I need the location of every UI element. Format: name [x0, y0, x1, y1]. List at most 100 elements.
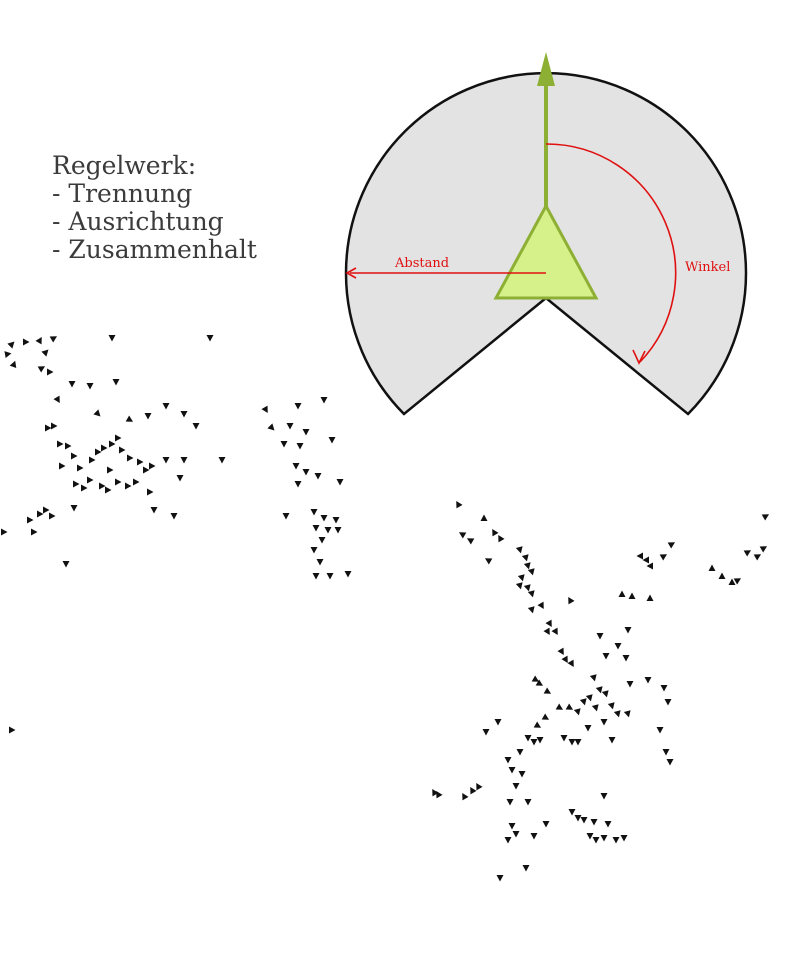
- distance-arrowhead: [345, 267, 357, 279]
- boid: [636, 552, 643, 560]
- boid: [666, 759, 674, 766]
- boid: [565, 703, 574, 710]
- boid: [176, 475, 184, 482]
- boid: [35, 336, 42, 345]
- boid: [527, 568, 535, 576]
- boid: [480, 514, 488, 521]
- boid: [602, 653, 610, 660]
- boid: [109, 440, 116, 448]
- boid: [568, 596, 575, 605]
- boid: [545, 619, 552, 628]
- boid: [759, 546, 768, 553]
- boid: [9, 726, 16, 734]
- boid: [660, 685, 668, 692]
- boid: [516, 749, 524, 756]
- boid: [656, 727, 664, 734]
- boid: [561, 655, 568, 664]
- boid: [743, 550, 752, 557]
- boid: [105, 486, 112, 494]
- boid: [334, 527, 342, 534]
- boid: [614, 643, 622, 650]
- boid: [53, 395, 60, 404]
- boid: [192, 423, 200, 430]
- boid: [574, 815, 582, 822]
- boid: [150, 507, 158, 514]
- boid: [560, 735, 568, 742]
- boid: [537, 601, 544, 610]
- boid: [595, 686, 603, 694]
- boid: [482, 729, 490, 736]
- boid: [59, 462, 66, 470]
- boid: [470, 786, 477, 795]
- boid: [37, 366, 46, 373]
- boid: [624, 627, 632, 634]
- boid: [318, 537, 326, 544]
- boid: [125, 415, 134, 422]
- boid: [89, 456, 96, 464]
- boid: [144, 413, 152, 420]
- boid: [320, 515, 328, 522]
- boid: [508, 823, 516, 830]
- boid: [591, 704, 599, 712]
- boid: [310, 509, 318, 516]
- boid: [623, 710, 631, 718]
- boid: [133, 478, 140, 486]
- boid: [515, 582, 523, 590]
- heading-arrow-head: [537, 52, 555, 86]
- boid: [320, 397, 328, 404]
- boid: [530, 833, 538, 840]
- boid: [618, 590, 626, 597]
- boid: [180, 457, 188, 464]
- boid: [512, 831, 520, 838]
- boid: [646, 594, 654, 601]
- boid: [512, 783, 520, 790]
- boid: [456, 500, 463, 509]
- boid: [733, 578, 742, 585]
- boid: [728, 578, 736, 585]
- boid: [292, 463, 300, 470]
- boid: [108, 335, 116, 342]
- boid: [622, 655, 630, 662]
- boid: [57, 440, 64, 448]
- boid: [162, 403, 170, 410]
- boid: [506, 799, 514, 806]
- boid: [496, 875, 504, 882]
- boid: [613, 710, 621, 718]
- boid: [476, 782, 483, 791]
- boid: [466, 538, 475, 545]
- boid: [620, 835, 628, 842]
- boid: [753, 554, 762, 561]
- boid: [584, 725, 592, 732]
- boid: [9, 360, 17, 369]
- boid: [4, 351, 12, 358]
- boid: [314, 473, 322, 480]
- boid: [536, 737, 544, 744]
- boid: [71, 452, 78, 460]
- boid: [523, 562, 531, 570]
- boid: [517, 574, 525, 582]
- boid: [119, 446, 126, 454]
- boid: [127, 454, 134, 462]
- boid: [70, 505, 78, 512]
- boid: [43, 506, 50, 514]
- boid: [626, 681, 634, 688]
- boid: [143, 466, 150, 474]
- boid: [332, 517, 340, 524]
- boid: [316, 559, 324, 566]
- boid: [312, 525, 320, 532]
- boid: [62, 561, 70, 568]
- boid: [504, 757, 512, 764]
- boid: [551, 627, 558, 636]
- boid: [37, 510, 44, 518]
- boid: [586, 833, 594, 840]
- boid: [543, 627, 550, 636]
- boid: [81, 484, 88, 492]
- boid: [484, 558, 493, 565]
- boid: [761, 514, 770, 521]
- boid: [533, 721, 542, 728]
- boid: [568, 809, 576, 816]
- boid: [336, 479, 344, 486]
- boid: [45, 424, 52, 432]
- boid: [662, 749, 670, 756]
